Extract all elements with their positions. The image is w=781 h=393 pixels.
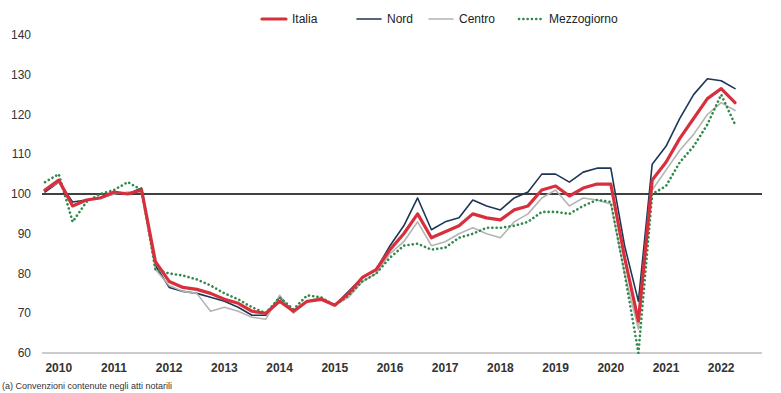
y-tick-label: 60 xyxy=(18,346,32,360)
lines xyxy=(45,79,735,353)
x-tick-label: 2021 xyxy=(653,361,680,375)
y-tick xyxy=(39,353,42,354)
x-tick-label: 2010 xyxy=(45,361,72,375)
legend-label: Centro xyxy=(459,12,495,26)
x-tick-label: 2018 xyxy=(487,361,514,375)
y-tick-label: 140 xyxy=(11,28,31,42)
y-tick xyxy=(39,233,42,234)
x-tick-label: 2014 xyxy=(266,361,293,375)
reference-line xyxy=(42,193,762,195)
x-tick-label: 2011 xyxy=(101,361,127,375)
legend-swatch xyxy=(357,18,381,20)
x-tick-label: 2019 xyxy=(542,361,569,375)
x-tick-label: 2020 xyxy=(597,361,624,375)
y-tick-label: 80 xyxy=(18,267,32,281)
y-tick-label: 90 xyxy=(18,227,32,241)
legend-label: Mezzogiorno xyxy=(549,12,618,26)
legend-label: Italia xyxy=(292,12,318,26)
legend-swatch xyxy=(519,18,543,21)
footnote: (a) Convenzioni contenute negli atti not… xyxy=(2,381,172,391)
series-line xyxy=(45,79,735,316)
y-tick-label: 110 xyxy=(12,147,31,161)
y-tick xyxy=(39,194,42,195)
legend-label: Nord xyxy=(387,12,413,26)
x-tick-label: 2013 xyxy=(211,361,238,375)
x-tick-label: 2017 xyxy=(432,361,459,375)
y-tick xyxy=(39,154,42,155)
x-tick-label: 2022 xyxy=(708,361,735,375)
y-tick xyxy=(39,35,42,36)
y-tick xyxy=(39,74,42,75)
y-tick-label: 120 xyxy=(11,108,31,122)
y-tick-label: 70 xyxy=(18,306,32,320)
y-tick xyxy=(39,313,42,314)
series-line xyxy=(45,89,735,322)
chart: 60 70 80 90 100 110 120 130 140 2010 2011 2012 2013 2… xyxy=(0,0,781,393)
y-tick xyxy=(39,273,42,274)
x-tick-label: 2016 xyxy=(377,361,404,375)
legend-swatch xyxy=(262,17,286,20)
legend-swatch xyxy=(429,18,453,20)
y-tick xyxy=(39,114,42,115)
y-tick-label: 100 xyxy=(11,187,31,201)
x-tick-label: 2012 xyxy=(156,361,183,375)
x-axis-line xyxy=(42,353,762,354)
x-tick-label: 2015 xyxy=(321,361,348,375)
y-tick-label: 130 xyxy=(11,68,31,82)
